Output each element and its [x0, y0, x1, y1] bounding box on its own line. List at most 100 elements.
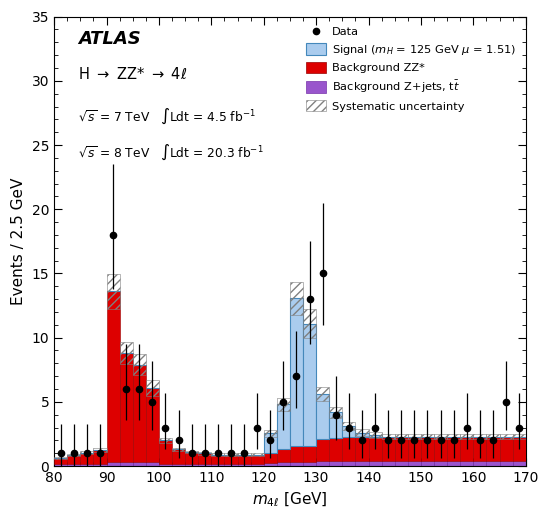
Bar — [342, 426, 355, 436]
Bar — [474, 461, 486, 466]
Bar — [434, 436, 447, 461]
Bar — [342, 461, 355, 466]
Bar — [198, 453, 211, 463]
Bar — [368, 432, 382, 438]
Bar — [67, 455, 80, 464]
Bar — [133, 365, 146, 462]
Bar — [408, 461, 421, 466]
Bar — [486, 436, 499, 461]
Bar — [499, 461, 513, 466]
Bar — [159, 438, 172, 443]
Bar — [368, 435, 382, 436]
Bar — [513, 436, 526, 461]
Bar — [486, 461, 499, 466]
Bar — [264, 452, 277, 463]
Bar — [54, 464, 67, 466]
Bar — [303, 323, 316, 446]
Bar — [290, 298, 303, 446]
Bar — [211, 453, 224, 456]
Text: ATLAS: ATLAS — [78, 30, 140, 48]
Bar — [198, 463, 211, 466]
Bar — [94, 448, 107, 452]
Bar — [107, 274, 120, 309]
Bar — [146, 380, 159, 396]
Bar — [159, 440, 172, 463]
Bar — [80, 464, 94, 466]
Bar — [460, 434, 474, 439]
Y-axis label: Events / 2.5 GeV: Events / 2.5 GeV — [11, 178, 26, 305]
Bar — [146, 462, 159, 466]
Bar — [264, 430, 277, 437]
Bar — [198, 452, 211, 454]
Bar — [342, 422, 355, 430]
Bar — [238, 453, 251, 456]
Bar — [474, 436, 486, 461]
Bar — [172, 449, 185, 463]
Bar — [251, 453, 264, 456]
Bar — [395, 434, 408, 439]
Bar — [146, 388, 159, 462]
Bar — [94, 464, 107, 466]
Bar — [172, 463, 185, 466]
Bar — [264, 433, 277, 452]
Bar — [316, 461, 329, 466]
Bar — [355, 430, 368, 436]
Bar — [447, 434, 460, 439]
Bar — [159, 463, 172, 466]
Bar — [107, 462, 120, 466]
Bar — [316, 387, 329, 401]
Bar — [277, 449, 290, 462]
Bar — [329, 407, 342, 418]
Bar — [355, 461, 368, 466]
Bar — [421, 461, 434, 466]
Bar — [264, 463, 277, 466]
Bar — [290, 282, 303, 315]
Bar — [329, 461, 342, 466]
Bar — [513, 434, 526, 439]
Bar — [67, 464, 80, 466]
Bar — [382, 461, 395, 466]
Bar — [54, 457, 67, 459]
Bar — [368, 436, 382, 461]
Bar — [185, 463, 198, 466]
Bar — [382, 434, 395, 439]
Bar — [499, 434, 513, 439]
Bar — [421, 434, 434, 439]
Bar — [251, 454, 264, 463]
Bar — [460, 436, 474, 461]
Bar — [80, 452, 94, 464]
Bar — [251, 463, 264, 466]
Bar — [408, 434, 421, 439]
Bar — [80, 451, 94, 454]
Bar — [185, 450, 198, 453]
Bar — [277, 398, 290, 411]
Bar — [460, 461, 474, 466]
Bar — [303, 462, 316, 466]
Bar — [499, 436, 513, 461]
Bar — [120, 342, 133, 365]
Bar — [185, 452, 198, 463]
Bar — [211, 454, 224, 463]
Bar — [513, 461, 526, 466]
Bar — [342, 436, 355, 461]
Bar — [434, 434, 447, 439]
Bar — [94, 450, 107, 464]
Bar — [408, 436, 421, 461]
Bar — [329, 412, 342, 438]
Bar — [120, 353, 133, 462]
Bar — [133, 462, 146, 466]
Bar — [421, 436, 434, 461]
Bar — [290, 446, 303, 462]
Bar — [303, 446, 316, 462]
Bar — [107, 291, 120, 462]
Bar — [224, 453, 238, 456]
Bar — [395, 461, 408, 466]
X-axis label: $m_{4\ell}$ [GeV]: $m_{4\ell}$ [GeV] — [252, 490, 328, 509]
Legend: Data, Signal ($m_H$ = 125 GeV $\mu$ = 1.51), Background ZZ*, Background Z+jets, : Data, Signal ($m_H$ = 125 GeV $\mu$ = 1.… — [302, 22, 520, 115]
Bar — [329, 438, 342, 461]
Bar — [434, 461, 447, 466]
Bar — [133, 355, 146, 375]
Bar — [316, 394, 329, 439]
Bar — [277, 405, 290, 449]
Bar — [238, 463, 251, 466]
